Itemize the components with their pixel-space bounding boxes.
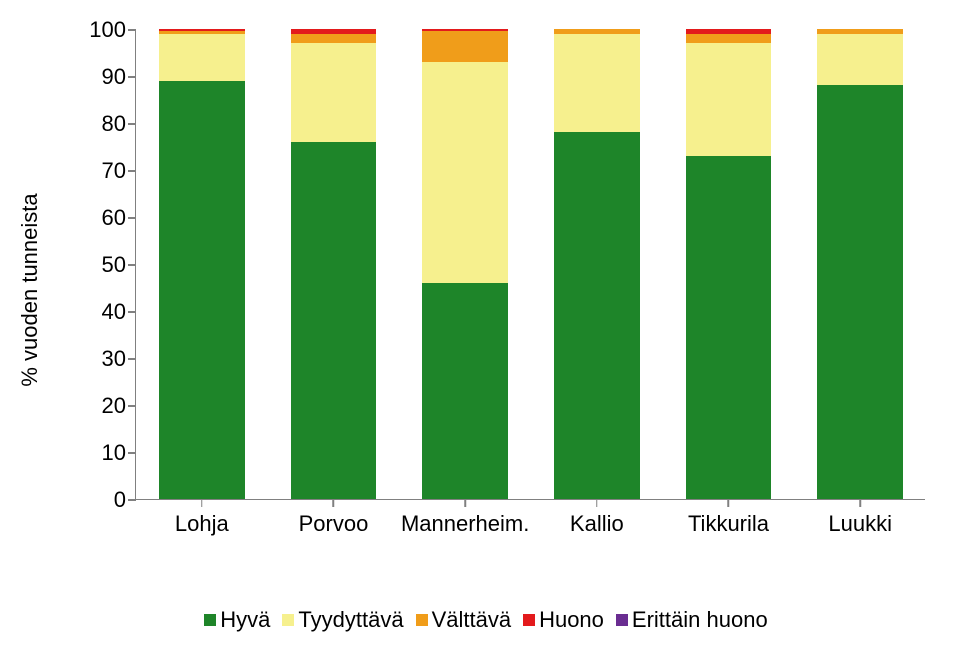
bar-segment-hyva bbox=[817, 85, 903, 499]
xtick-label: Kallio bbox=[570, 511, 624, 537]
ytick-mark bbox=[128, 358, 136, 360]
legend-swatch bbox=[616, 614, 628, 626]
xtick-label: Tikkurila bbox=[688, 511, 769, 537]
bar-segment-valttava bbox=[686, 34, 772, 43]
bar-segment-tyydyttava bbox=[291, 43, 377, 142]
legend-item-erittain_huono: Erittäin huono bbox=[616, 607, 768, 633]
chart-container: % vuoden tunneista 010203040506070809010… bbox=[40, 20, 940, 560]
xtick-mark bbox=[333, 499, 335, 507]
legend-item-valttava: Välttävä bbox=[416, 607, 512, 633]
legend-item-huono: Huono bbox=[523, 607, 604, 633]
legend-label: Erittäin huono bbox=[632, 607, 768, 633]
xtick-mark bbox=[464, 499, 466, 507]
bar-group: Lohja bbox=[159, 30, 245, 499]
bar-segment-tyydyttava bbox=[159, 34, 245, 81]
bar-segment-hyva bbox=[159, 81, 245, 499]
ytick-mark bbox=[128, 311, 136, 313]
ytick-mark bbox=[128, 170, 136, 172]
ytick-label: 50 bbox=[81, 252, 126, 278]
xtick-mark bbox=[201, 499, 203, 507]
ytick-label: 100 bbox=[81, 17, 126, 43]
bar-segment-huono bbox=[686, 29, 772, 34]
ytick-mark bbox=[128, 76, 136, 78]
bar-group: Kallio bbox=[554, 30, 640, 499]
ytick-mark bbox=[128, 499, 136, 501]
bar-segment-valttava bbox=[817, 29, 903, 34]
bar-group: Luukki bbox=[817, 30, 903, 499]
legend-item-hyva: Hyvä bbox=[204, 607, 270, 633]
xtick-mark bbox=[859, 499, 861, 507]
bar-segment-tyydyttava bbox=[817, 34, 903, 86]
xtick-mark bbox=[728, 499, 730, 507]
ytick-label: 40 bbox=[81, 299, 126, 325]
ytick-label: 10 bbox=[81, 440, 126, 466]
bar-segment-huono bbox=[422, 29, 508, 31]
bar-segment-hyva bbox=[686, 156, 772, 499]
legend-label: Huono bbox=[539, 607, 604, 633]
ytick-label: 70 bbox=[81, 158, 126, 184]
bar-segment-hyva bbox=[422, 283, 508, 499]
bar-segment-tyydyttava bbox=[686, 43, 772, 156]
legend-label: Hyvä bbox=[220, 607, 270, 633]
bar-group: Porvoo bbox=[291, 30, 377, 499]
xtick-label: Mannerheim. bbox=[401, 511, 529, 537]
bar-segment-valttava bbox=[159, 31, 245, 33]
ytick-label: 20 bbox=[81, 393, 126, 419]
ytick-mark bbox=[128, 264, 136, 266]
xtick-mark bbox=[596, 499, 598, 507]
legend-item-tyydyttava: Tyydyttävä bbox=[282, 607, 403, 633]
bar-segment-valttava bbox=[422, 31, 508, 62]
ytick-mark bbox=[128, 29, 136, 31]
bar-segment-hyva bbox=[554, 132, 640, 499]
y-axis-label: % vuoden tunneista bbox=[17, 193, 43, 386]
legend-swatch bbox=[204, 614, 216, 626]
bar-segment-tyydyttava bbox=[422, 62, 508, 283]
ytick-mark bbox=[128, 452, 136, 454]
legend-swatch bbox=[523, 614, 535, 626]
ytick-label: 0 bbox=[81, 487, 126, 513]
plot-area: 0102030405060708090100LohjaPorvooMannerh… bbox=[135, 30, 925, 500]
legend-label: Tyydyttävä bbox=[298, 607, 403, 633]
bar-segment-hyva bbox=[291, 142, 377, 499]
bar-segment-huono bbox=[291, 29, 377, 34]
ytick-label: 80 bbox=[81, 111, 126, 137]
legend-label: Välttävä bbox=[432, 607, 512, 633]
ytick-mark bbox=[128, 217, 136, 219]
ytick-mark bbox=[128, 123, 136, 125]
legend-swatch bbox=[416, 614, 428, 626]
ytick-label: 90 bbox=[81, 64, 126, 90]
ytick-label: 60 bbox=[81, 205, 126, 231]
bar-segment-tyydyttava bbox=[554, 34, 640, 133]
bar-segment-huono bbox=[159, 29, 245, 31]
xtick-label: Porvoo bbox=[299, 511, 369, 537]
bar-segment-valttava bbox=[554, 29, 640, 34]
bar-segment-valttava bbox=[291, 34, 377, 43]
xtick-label: Luukki bbox=[828, 511, 892, 537]
legend: Hyvä Tyydyttävä Välttävä Huono Erittäin huon… bbox=[0, 607, 972, 633]
bar-group: Mannerheim. bbox=[422, 30, 508, 499]
legend-swatch bbox=[282, 614, 294, 626]
xtick-label: Lohja bbox=[175, 511, 229, 537]
bar-group: Tikkurila bbox=[686, 30, 772, 499]
ytick-mark bbox=[128, 405, 136, 407]
ytick-label: 30 bbox=[81, 346, 126, 372]
